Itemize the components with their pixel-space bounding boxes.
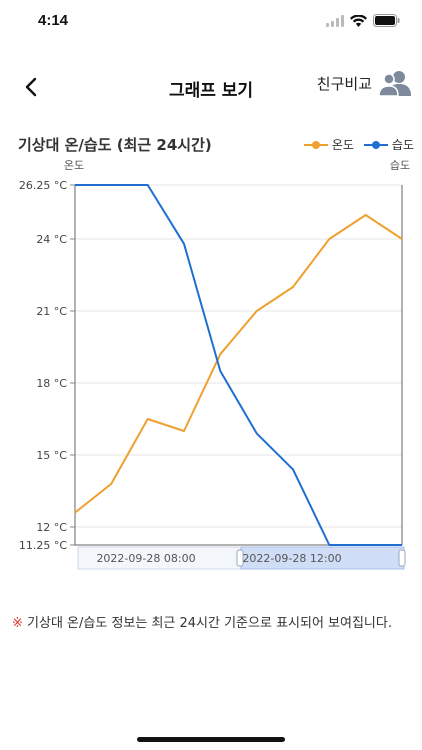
legend-temperature-marker [303, 140, 328, 149]
legend-item-humidity[interactable]: 습도 [363, 136, 414, 153]
status-icons [326, 14, 400, 27]
chart-title: 기상대 온/습도 (최근 24시간) [18, 136, 212, 154]
home-indicator [137, 737, 285, 742]
y-right-axis-name: 습도 [390, 159, 410, 172]
chart-legend: 온도 습도 [303, 136, 414, 153]
legend-label-temperature: 온도 [331, 138, 354, 152]
y-tick-label: 18 °C [36, 377, 67, 390]
chevron-left-icon [25, 77, 37, 97]
y-tick-label: 21 °C [36, 305, 67, 318]
status-time: 4:14 [38, 12, 69, 29]
y-tick-label: 15 °C [36, 449, 67, 462]
notice-text: 기상대 온/습도 정보는 최근 24시간 기준으로 표시되어 보여집니다. [22, 616, 392, 631]
zoom-handle-left [236, 549, 244, 567]
series-line-temperature [74, 214, 403, 514]
legend-label-humidity: 습도 [391, 138, 414, 152]
legend-item-temperature[interactable]: 온도 [303, 136, 354, 153]
signal-icon [326, 14, 344, 27]
y-tick-label: 26.25 °C [19, 179, 67, 192]
wifi-icon [350, 14, 367, 27]
page-title: 그래프 보기 [168, 81, 254, 101]
chart-canvas: 온도 습도 26.25 °C 24 °C 21 °C 18 °C 15 °C 12 °C 1… [19, 159, 410, 570]
zoom-slider[interactable]: 2022-09-28 08:00 2022-09-28 12:00 [77, 546, 406, 570]
status-bar: 4:14 [0, 0, 422, 44]
compare-friends-label: 친구비교 [316, 74, 372, 93]
info-notice: ※ 기상대 온/습도 정보는 최근 24시간 기준으로 표시되어 보여집니다. [12, 614, 410, 633]
users-icon [378, 71, 411, 96]
y-tick-label: 24 °C [36, 233, 67, 246]
x-tick-label: 2022-09-28 08:00 [96, 552, 195, 565]
axes: 26.25 °C 24 °C 21 °C 18 °C 15 °C 12 °C 11.25 °… [19, 179, 403, 552]
chart-header: 기상대 온/습도 (최근 24시간) 온도 습도 [18, 134, 414, 156]
battery-icon [373, 14, 400, 27]
notice-mark: ※ [12, 616, 23, 631]
series-lines [74, 184, 403, 546]
series-line-humidity [75, 184, 402, 546]
navigation-bar: 그래프 보기 친구비교 [0, 64, 422, 110]
grid-lines [75, 184, 402, 546]
back-button[interactable] [16, 72, 46, 102]
y-tick-label: 12 °C [36, 521, 67, 534]
x-tick-label: 2022-09-28 12:00 [242, 552, 341, 565]
y-left-axis-name: 온도 [64, 159, 84, 172]
compare-friends-button[interactable]: 친구비교 [317, 70, 412, 96]
line-chart: 온도 습도 26.25 °C 24 °C 21 °C 18 °C 15 °C 12 °C 1… [0, 156, 422, 576]
y-tick-label: 11.25 °C [19, 539, 67, 552]
legend-humidity-marker [363, 140, 388, 149]
zoom-handle-right [398, 549, 406, 567]
